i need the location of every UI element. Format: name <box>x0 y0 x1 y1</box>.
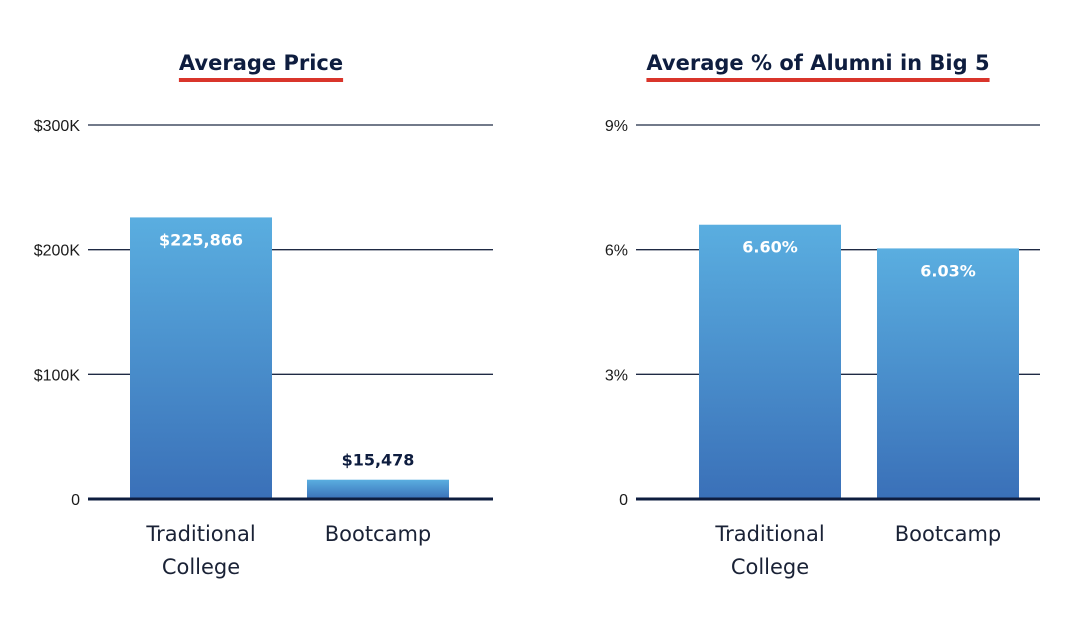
title-underline <box>178 78 344 82</box>
category-label: Traditional <box>714 522 824 546</box>
category-label: College <box>162 555 240 579</box>
y-tick-label: 6% <box>605 243 628 260</box>
data-label: $15,478 <box>342 451 415 470</box>
bar-traditional-college <box>130 217 272 499</box>
bar-traditional-college <box>699 224 841 499</box>
y-tick-label: 9% <box>605 118 628 135</box>
data-label: 6.60% <box>742 238 798 257</box>
bar-bootcamp <box>307 479 449 499</box>
category-label: Bootcamp <box>895 522 1002 546</box>
category-label: Bootcamp <box>325 522 432 546</box>
chart-panel-2: Average % of Alumni in Big 5 0 3% 6% 9% 6.60%… <box>605 51 1040 579</box>
y-tick-label: $300K <box>34 118 81 135</box>
category-label: Traditional <box>145 522 255 546</box>
chart-title: Average % of Alumni in Big 5 <box>646 51 989 75</box>
y-tick-label: 0 <box>71 492 80 509</box>
category-label: College <box>731 555 809 579</box>
data-label: 6.03% <box>920 261 976 280</box>
data-label: $225,866 <box>159 230 243 249</box>
y-tick-label: 0 <box>619 492 628 509</box>
title-underline <box>646 78 990 82</box>
bar-bootcamp <box>877 248 1019 499</box>
chart-panel-1: Average Price 0 $100K $200K $300K $225,866 Tra… <box>34 51 493 579</box>
chart-title: Average Price <box>179 51 343 75</box>
y-tick-label: $100K <box>34 367 81 384</box>
y-tick-label: 3% <box>605 367 628 384</box>
y-tick-label: $200K <box>34 243 81 260</box>
